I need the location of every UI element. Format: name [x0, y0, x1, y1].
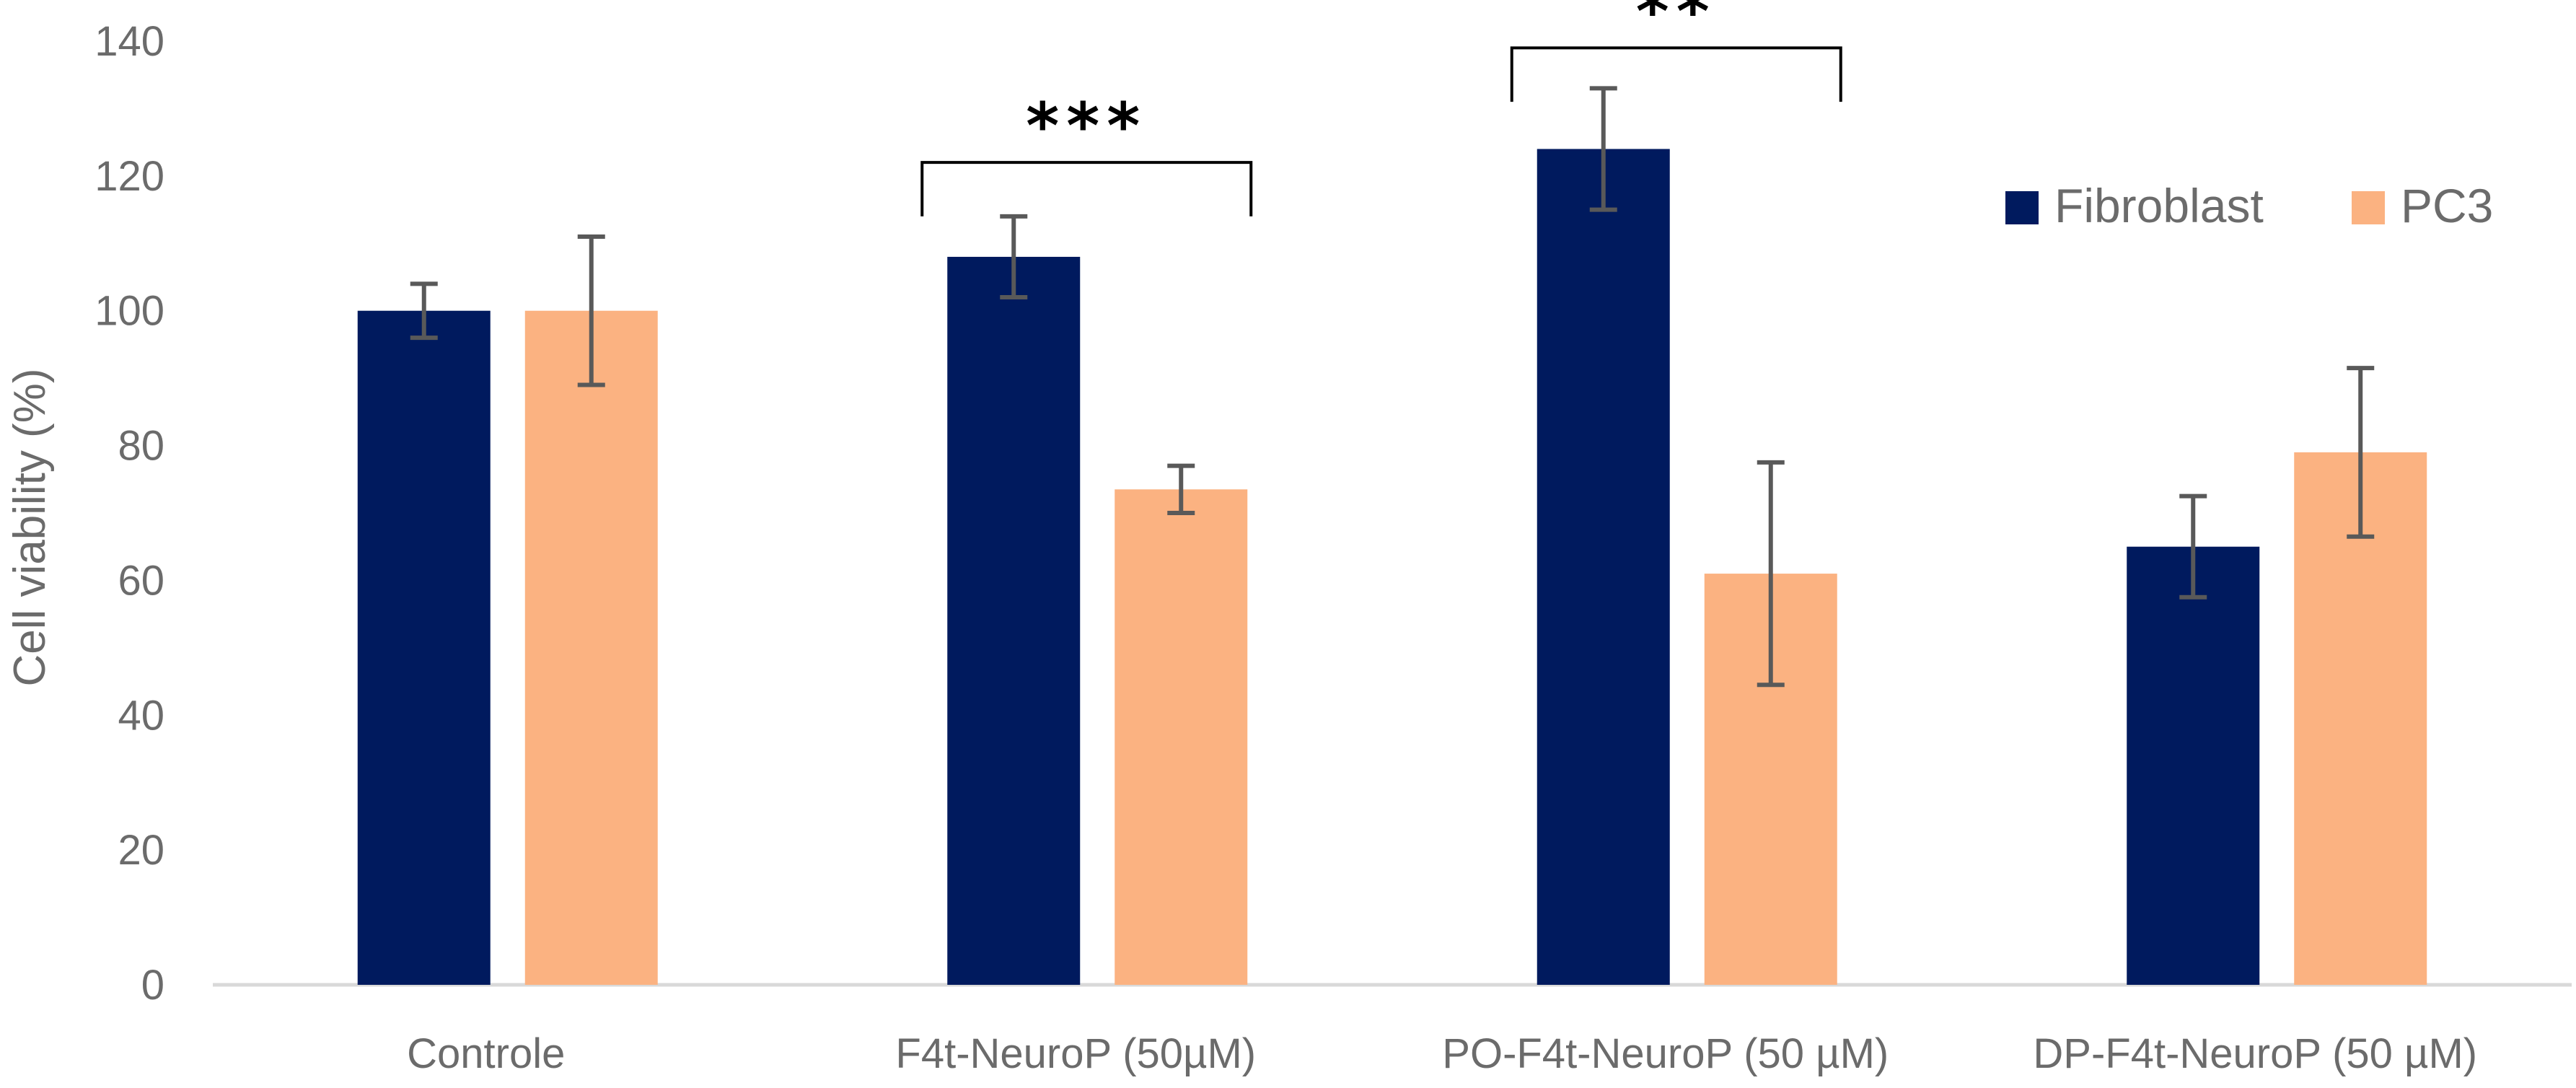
bar-fibroblast-2 — [1537, 149, 1670, 985]
bars — [357, 149, 2427, 985]
error-bar — [1757, 460, 1785, 688]
y-tick-label: 40 — [118, 692, 164, 739]
y-tick-label: 0 — [141, 962, 164, 1009]
significance-label: *** — [1026, 89, 1147, 163]
legend-label: PC3 — [2401, 179, 2493, 232]
legend-swatch — [2005, 191, 2039, 224]
bar-fibroblast-1 — [947, 256, 1081, 985]
y-tick-label: 140 — [94, 18, 164, 65]
significance-bracket: *** — [920, 89, 1253, 216]
y-tick-label: 20 — [118, 827, 164, 874]
error-bar — [1000, 214, 1028, 300]
y-tick-label: 60 — [118, 557, 164, 604]
error-bar — [1589, 86, 1617, 212]
y-tick-label: 100 — [94, 288, 164, 335]
y-tick-label: 80 — [118, 423, 164, 470]
y-axis-ticks: 0 20 40 60 80 100 120 140 — [94, 18, 164, 1009]
error-bar — [410, 281, 438, 341]
category-labels: Controle F4t-NeuroP (50µM) PO-F4t-NeuroP (… — [407, 1030, 2477, 1077]
error-bars — [410, 86, 2375, 688]
bar-pc3-3 — [2294, 452, 2427, 985]
category-label: Controle — [407, 1030, 565, 1077]
category-label: F4t-NeuroP (50µM) — [895, 1030, 1256, 1077]
significance-label: ** — [1636, 0, 1717, 48]
category-label: DP-F4t-NeuroP (50 µM) — [2033, 1030, 2477, 1077]
error-bar — [2179, 493, 2207, 600]
bar-fibroblast-0 — [357, 310, 491, 985]
error-bar — [1167, 463, 1195, 515]
y-tick-label: 120 — [94, 153, 164, 200]
significance-brackets: ***** — [920, 0, 1842, 216]
bar-pc3-0 — [524, 310, 658, 985]
legend: Fibroblast PC3 — [2005, 179, 2493, 232]
bar-fibroblast-3 — [2127, 546, 2260, 985]
bar-pc3-1 — [1115, 489, 1248, 985]
significance-bracket: ** — [1510, 0, 1842, 102]
legend-swatch — [2352, 191, 2385, 224]
y-axis-title: Cell viability (%) — [5, 369, 55, 687]
error-bar — [577, 234, 605, 387]
category-label: PO-F4t-NeuroP (50 µM) — [1442, 1030, 1889, 1077]
error-bar — [2347, 366, 2375, 539]
legend-label: Fibroblast — [2054, 179, 2264, 232]
